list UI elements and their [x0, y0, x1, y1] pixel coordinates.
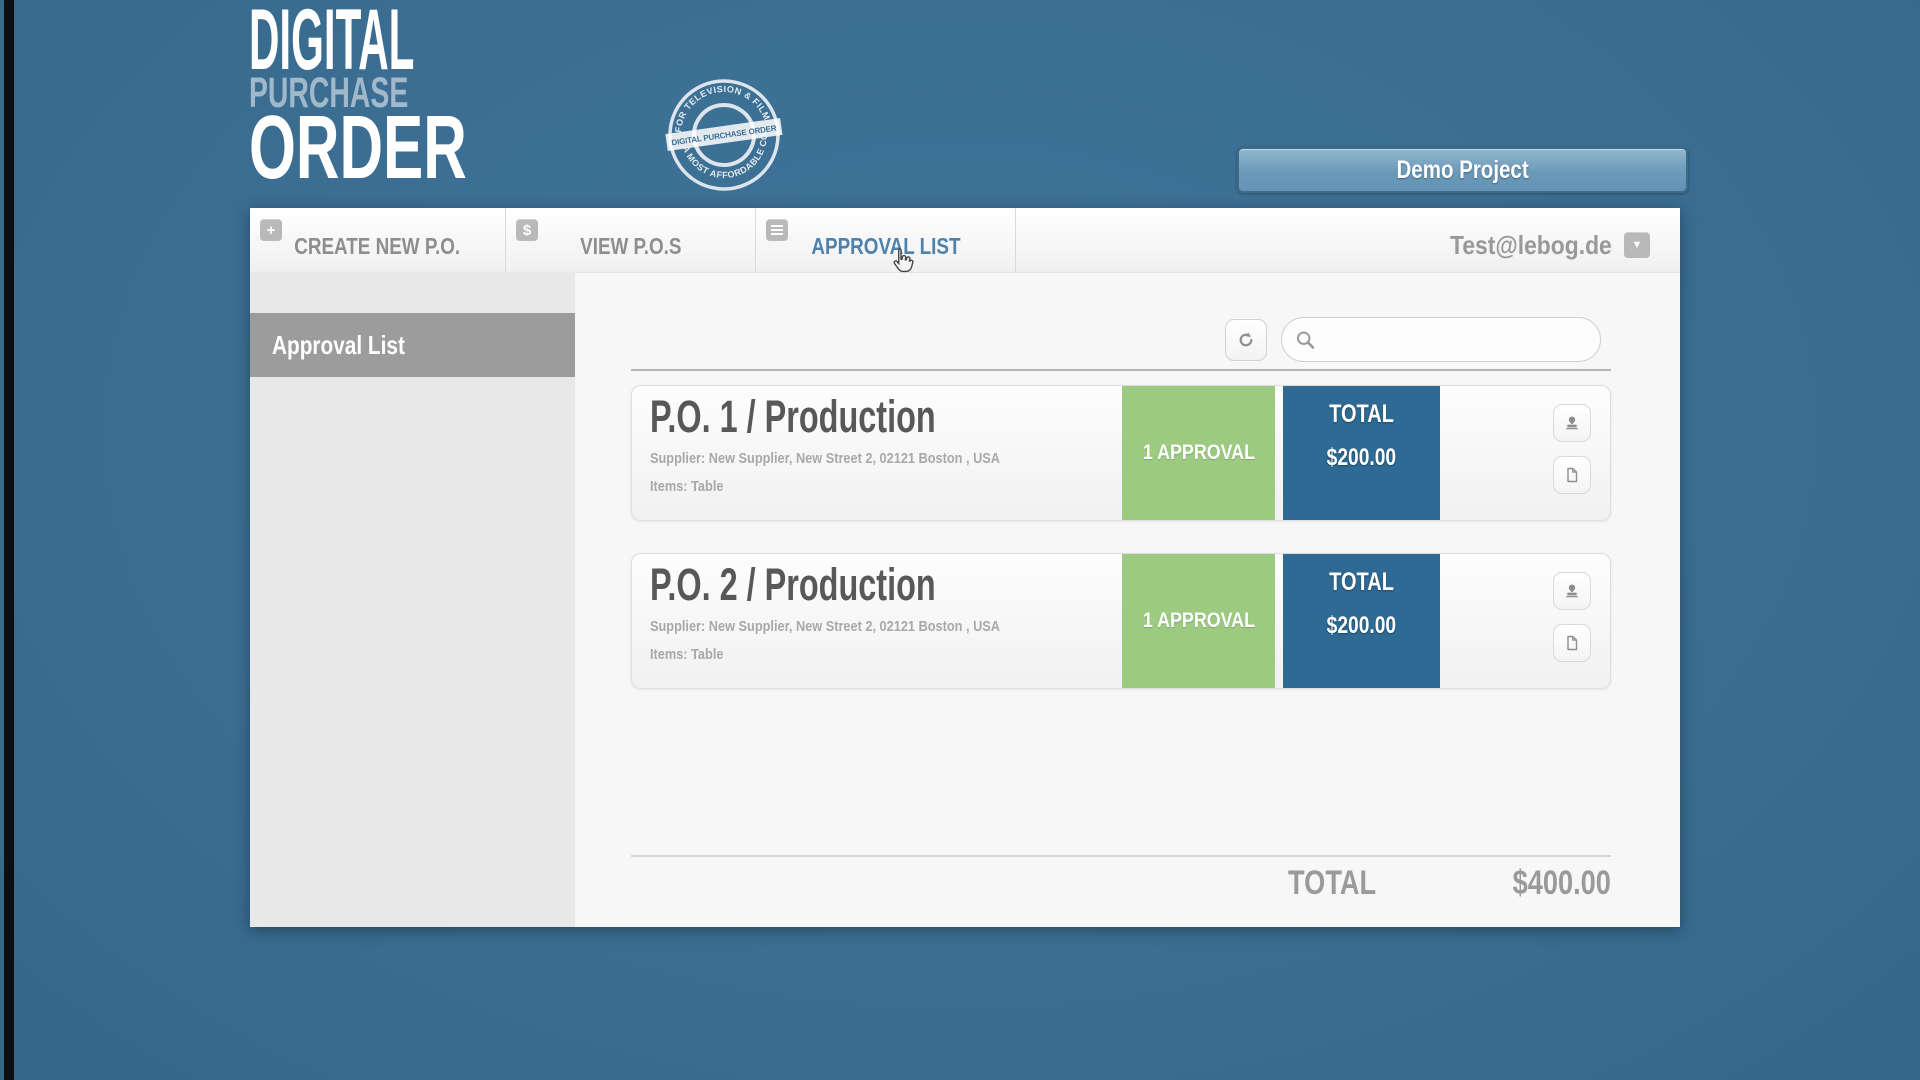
logo-stamp: FOR TELEVISION & FILM AT A MOST AFFORDAB… — [654, 63, 789, 200]
summary-total-value: $400.00 — [1512, 864, 1611, 902]
total-badge-label: TOTAL — [1329, 400, 1394, 428]
po-card[interactable]: P.O. 1 / Production Supplier: New Suppli… — [631, 385, 1611, 521]
user-menu[interactable]: Test@lebog.de ▼ — [1428, 208, 1650, 272]
approve-stamp-button[interactable] — [1553, 572, 1591, 610]
approve-stamp-button[interactable] — [1553, 404, 1591, 442]
total-badge: TOTAL $200.00 — [1283, 386, 1440, 520]
search-icon — [1296, 331, 1315, 349]
po-title: P.O. 2 / Production — [650, 559, 936, 610]
demo-project-label: Demo Project — [1396, 155, 1529, 184]
tab-view-pos-label: VIEW P.O.S — [579, 232, 682, 259]
stamp-icon — [1566, 416, 1578, 430]
logo-line-order: ORDER — [249, 98, 467, 198]
document-icon — [1567, 467, 1578, 483]
document-button[interactable] — [1553, 456, 1591, 494]
tab-approval-list[interactable]: APPROVAL LIST — [756, 208, 1016, 272]
logo-line-purchase: PURCHASE — [249, 69, 409, 117]
plus-icon: + — [260, 219, 282, 241]
po-title: P.O. 1 / Production — [650, 391, 936, 442]
chevron-down-icon[interactable]: ▼ — [1624, 232, 1650, 258]
summary-total-label: TOTAL — [1287, 864, 1377, 902]
po-supplier-line: Supplier: New Supplier, New Street 2, 02… — [650, 618, 1001, 635]
approval-badge: 1 APPROVAL — [1122, 386, 1275, 520]
approval-list-content: P.O. 1 / Production Supplier: New Suppli… — [575, 272, 1680, 927]
tab-create-new-po-label: CREATE NEW P.O. — [294, 232, 461, 259]
app-logo: DIGITAL PURCHASE ORDER FOR TELEVISION & … — [249, 0, 783, 220]
list-icon — [766, 219, 788, 241]
total-badge-value: $200.00 — [1326, 612, 1397, 639]
summary-divider — [631, 855, 1611, 857]
approval-badge: 1 APPROVAL — [1122, 554, 1275, 688]
po-items-line: Items: Table — [650, 478, 724, 495]
total-badge-value: $200.00 — [1326, 444, 1397, 471]
total-badge-label: TOTAL — [1329, 568, 1394, 596]
document-button[interactable] — [1553, 624, 1591, 662]
po-supplier-line: Supplier: New Supplier, New Street 2, 02… — [650, 450, 1001, 467]
sidebar-item-label: Approval List — [272, 329, 405, 360]
search-input[interactable] — [1324, 328, 1588, 351]
main-panel: + CREATE NEW P.O. $ VIEW P.O.S APPROVAL … — [250, 208, 1680, 927]
tab-create-new-po[interactable]: + CREATE NEW P.O. — [250, 208, 506, 272]
user-email: Test@lebog.de — [1450, 229, 1612, 260]
screen-edge-strip — [4, 0, 14, 1080]
tab-view-pos[interactable]: $ VIEW P.O.S — [506, 208, 756, 272]
dollar-icon: $ — [516, 219, 538, 241]
stamp-icon — [1566, 584, 1578, 598]
summary-row: TOTAL $400.00 — [631, 864, 1611, 903]
total-badge: TOTAL $200.00 — [1283, 554, 1440, 688]
logo-line-digital: DIGITAL — [249, 0, 415, 88]
search-box — [1281, 317, 1601, 362]
po-card[interactable]: P.O. 2 / Production Supplier: New Suppli… — [631, 553, 1611, 689]
sidebar: Approval List — [250, 272, 575, 927]
content-divider — [631, 369, 1611, 371]
document-icon — [1567, 635, 1578, 651]
refresh-icon — [1239, 332, 1253, 347]
sidebar-item-approval-list[interactable]: Approval List — [250, 313, 575, 377]
tab-approval-list-label: APPROVAL LIST — [810, 232, 961, 259]
navbar: + CREATE NEW P.O. $ VIEW P.O.S APPROVAL … — [250, 208, 1680, 273]
po-items-line: Items: Table — [650, 646, 724, 663]
refresh-button[interactable] — [1225, 319, 1267, 361]
demo-project-button[interactable]: Demo Project — [1237, 147, 1688, 193]
